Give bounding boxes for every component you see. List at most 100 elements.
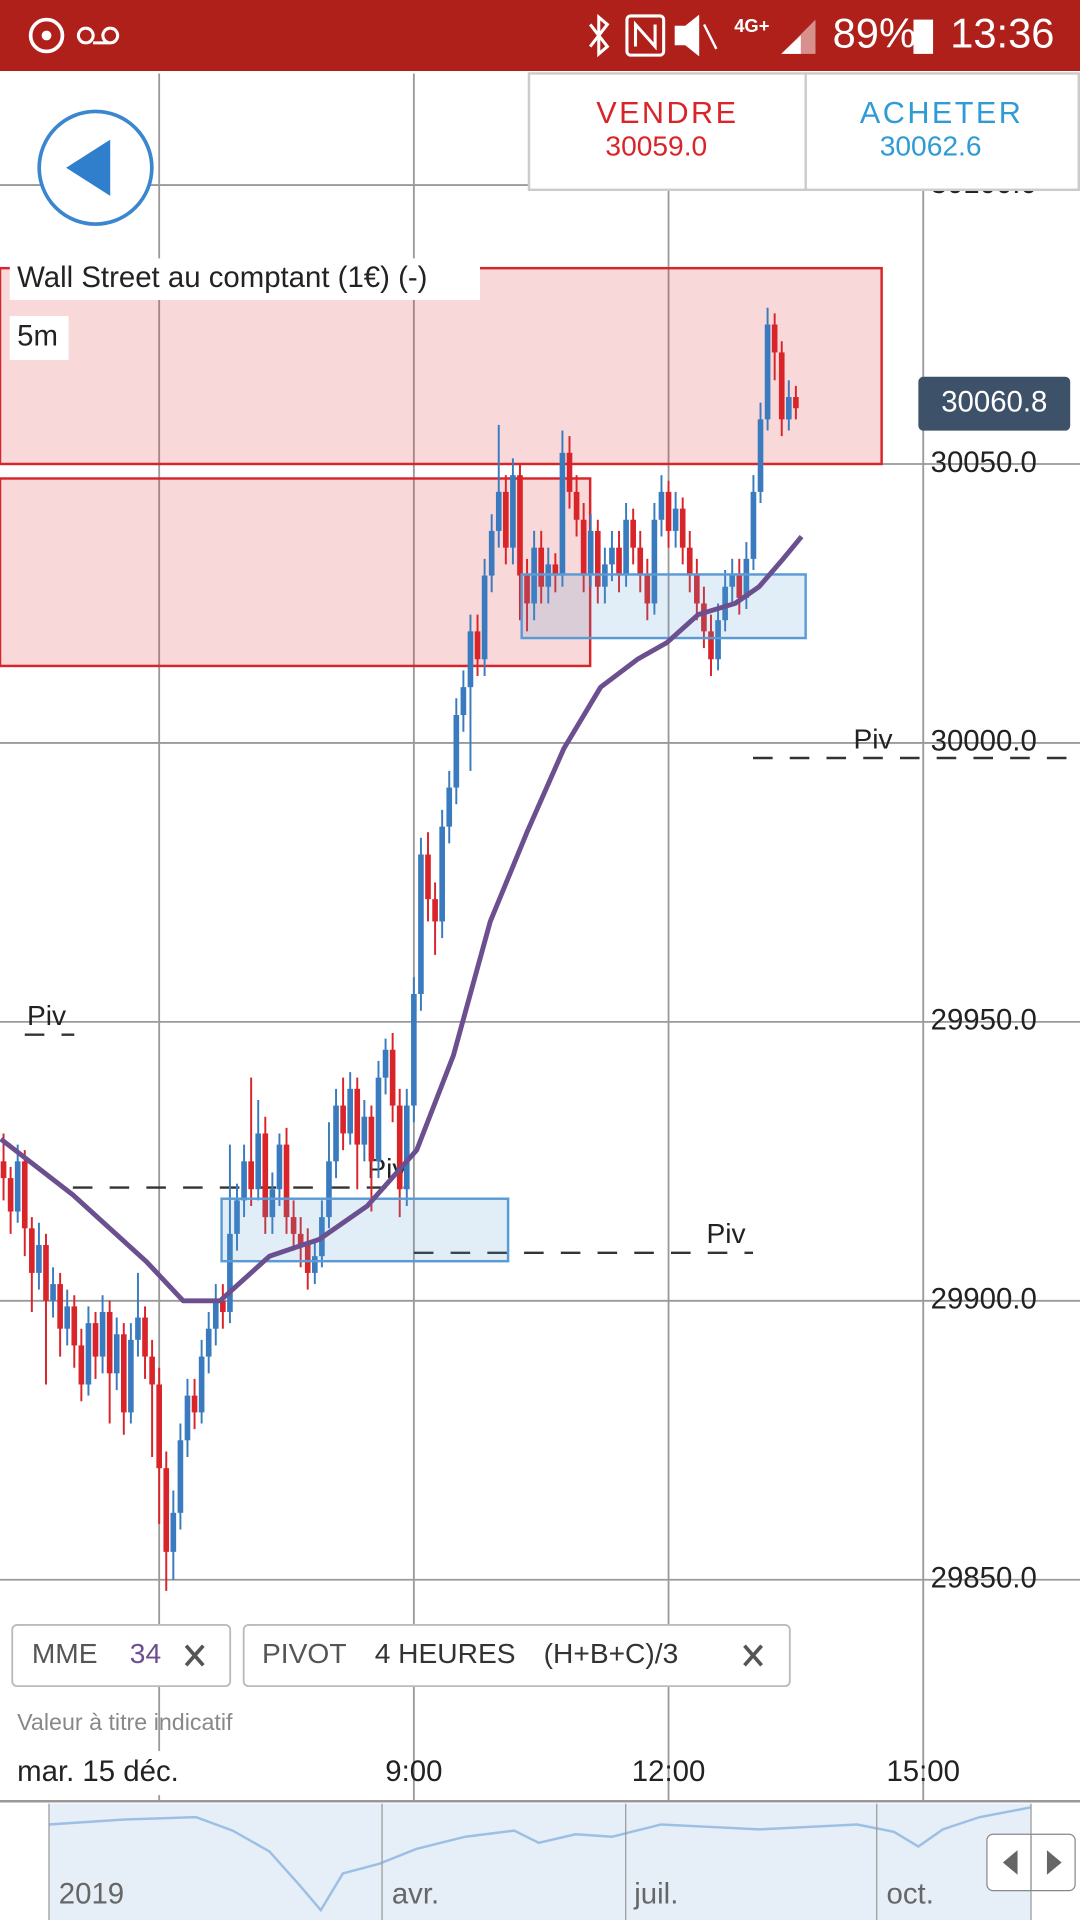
price-marker-label: 30060.8	[941, 386, 1047, 419]
buy-label: ACHETER	[860, 96, 1023, 130]
candle-body	[269, 1189, 276, 1218]
candle-body	[658, 491, 665, 520]
candle-body	[262, 1133, 269, 1218]
candle-body	[757, 419, 764, 492]
candle-body	[651, 519, 658, 604]
candle-body	[771, 324, 778, 353]
remove-icon[interactable]	[743, 1644, 764, 1667]
ema-line	[0, 535, 804, 1304]
candle-body	[113, 1334, 120, 1374]
navigator-window[interactable]	[48, 1803, 1032, 1920]
candle-body	[446, 787, 453, 827]
candle-body	[580, 519, 587, 576]
interval-label: 5m	[17, 320, 58, 353]
candle-body	[177, 1440, 184, 1513]
candle-body	[7, 1178, 14, 1212]
candle-body	[396, 1105, 403, 1190]
signal-icon	[781, 19, 816, 54]
sell-button[interactable]	[527, 72, 807, 192]
sell-price: 30059.0	[605, 131, 707, 162]
candle-body	[340, 1105, 346, 1134]
candle-body	[128, 1339, 134, 1413]
indicator-name: MME	[32, 1638, 98, 1669]
candle-body	[361, 1116, 368, 1145]
candle-body	[212, 1300, 219, 1329]
pivot-label: Piv	[707, 1218, 746, 1249]
candle-body	[120, 1334, 127, 1413]
candle-body	[587, 530, 594, 576]
candle-body	[354, 1088, 361, 1145]
navigator-label: oct.	[887, 1877, 934, 1910]
candle-body	[467, 631, 474, 688]
candle-body	[686, 547, 693, 576]
indicator-param: 4 HEURES	[375, 1638, 516, 1669]
sell-label: VENDRE	[596, 96, 738, 130]
candle-body	[510, 475, 516, 548]
candle-body	[729, 575, 736, 587]
indicator-chip[interactable]	[242, 1623, 791, 1688]
remove-icon[interactable]	[184, 1644, 205, 1667]
y-tick-label: 29900.0	[931, 1283, 1037, 1316]
candle-body	[198, 1356, 205, 1413]
candle-body	[573, 491, 580, 520]
status-bar	[0, 0, 1080, 72]
candle-body	[616, 547, 622, 576]
candle-body	[708, 631, 714, 660]
candle-body	[750, 491, 757, 559]
candle-body	[255, 1133, 262, 1190]
mute-icon	[674, 14, 718, 57]
candle-body	[552, 564, 559, 576]
y-tick-label: 30050.0	[931, 446, 1037, 479]
clock: 13:36	[950, 10, 1054, 57]
pivot-label: Piv	[27, 1000, 66, 1031]
candle-body	[764, 324, 771, 420]
indicator-formula: (H+B+C)/3	[544, 1638, 679, 1669]
y-tick-label: 29850.0	[931, 1562, 1037, 1595]
indicator-chip[interactable]	[11, 1623, 232, 1688]
candle-body	[304, 1245, 311, 1273]
candle-body	[290, 1217, 297, 1234]
candle-body	[488, 530, 495, 576]
candle-body	[460, 687, 467, 716]
chart-title: Wall Street au comptant (1€) (-)	[17, 261, 427, 294]
battery-label: 89%	[833, 10, 916, 57]
candle-body	[85, 1323, 92, 1385]
candle-body	[191, 1395, 198, 1413]
nfc-icon	[625, 14, 666, 57]
candle-body	[156, 1384, 162, 1469]
candle-body	[297, 1233, 304, 1246]
voicemail-icon	[76, 26, 120, 45]
candle-body	[474, 631, 481, 660]
candle-body	[347, 1088, 354, 1134]
candle-body	[672, 508, 679, 531]
navigator-label: 2019	[59, 1877, 124, 1910]
candle-body	[701, 603, 707, 632]
candle-body	[241, 1161, 247, 1201]
candle-body	[793, 397, 799, 409]
scroll-right[interactable]	[1046, 1850, 1062, 1875]
scroll-left[interactable]	[1002, 1850, 1018, 1875]
status-icon	[28, 17, 65, 54]
price-marker	[918, 376, 1071, 431]
candle-body	[418, 854, 424, 994]
candle-body	[248, 1161, 254, 1190]
candle-body	[630, 519, 636, 548]
candle-body	[411, 993, 417, 1106]
candle-body	[623, 519, 629, 576]
candle-body	[503, 491, 509, 548]
candle-body	[715, 620, 721, 660]
candle-body	[14, 1161, 21, 1212]
candle-body	[71, 1306, 78, 1346]
buy-button[interactable]	[804, 72, 1080, 192]
candle-body	[722, 586, 728, 621]
nfc-icon	[633, 20, 657, 51]
candle-body	[594, 530, 601, 587]
candle-body	[517, 475, 523, 576]
date-label: mar. 15 déc.	[17, 1755, 179, 1788]
candle-body	[99, 1311, 106, 1357]
candle-body	[665, 491, 672, 531]
candle-body	[432, 899, 438, 922]
